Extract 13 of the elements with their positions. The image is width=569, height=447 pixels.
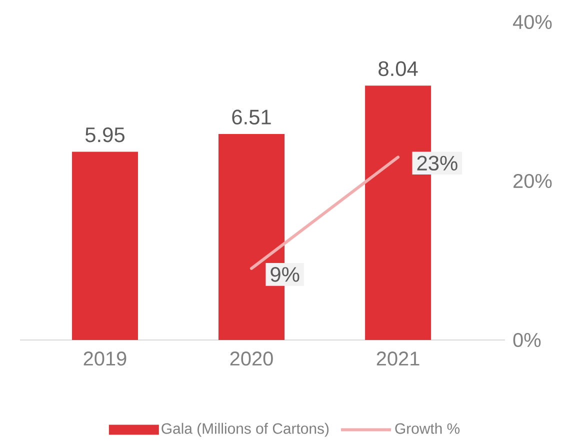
data-label: 6.51 — [232, 110, 271, 124]
y2-tick-label: 20% — [514, 174, 552, 188]
legend-label: Growth % — [395, 422, 460, 434]
data-label: 8.04 — [378, 61, 418, 76]
y2-tick-label: 0% — [513, 332, 541, 348]
data-label: 9% — [270, 267, 300, 282]
data-label: 5.95 — [85, 127, 124, 142]
x-tick-label: 2021 — [376, 352, 420, 366]
x-tick-label: 2020 — [230, 352, 273, 366]
legend-label: Gala (Millions of Cartons) — [162, 422, 329, 437]
x-tick-label: 2019 — [84, 352, 126, 366]
data-label: 23% — [417, 156, 458, 171]
y2-tick-label: 40% — [512, 14, 552, 30]
